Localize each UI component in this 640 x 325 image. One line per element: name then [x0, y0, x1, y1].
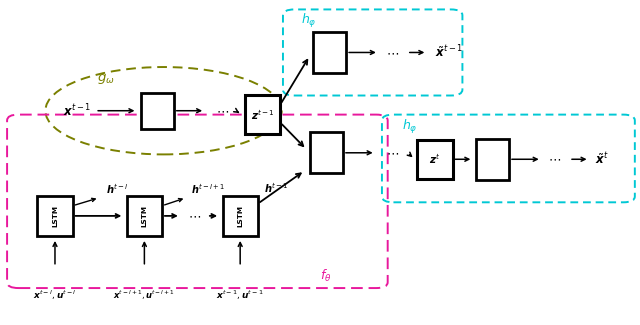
- Text: LSTM: LSTM: [52, 205, 58, 227]
- Bar: [417, 140, 452, 179]
- Text: $\boldsymbol{h}^{t-l+1}$: $\boldsymbol{h}^{t-l+1}$: [191, 182, 225, 196]
- Text: $\boldsymbol{h}^{t-l}$: $\boldsymbol{h}^{t-l}$: [106, 182, 128, 196]
- Text: $g_\omega$: $g_\omega$: [97, 72, 115, 86]
- Text: LSTM: LSTM: [141, 205, 147, 227]
- Text: $\cdots$: $\cdots$: [188, 209, 201, 222]
- Bar: [141, 93, 173, 128]
- Text: $\cdots$: $\cdots$: [386, 146, 399, 159]
- Bar: [127, 196, 162, 236]
- Bar: [310, 132, 343, 173]
- Text: $\boldsymbol{x}^{t-1}, \boldsymbol{u}^{t-1}$: $\boldsymbol{x}^{t-1}, \boldsymbol{u}^{t…: [216, 289, 264, 302]
- Bar: [476, 139, 509, 180]
- Text: $\cdots$: $\cdots$: [216, 104, 229, 117]
- Text: $\cdots$: $\cdots$: [548, 153, 561, 166]
- Text: $\tilde{\boldsymbol{x}}^{t}$: $\tilde{\boldsymbol{x}}^{t}$: [595, 151, 608, 167]
- Text: $h_\varphi$: $h_\varphi$: [301, 12, 317, 30]
- Text: $\boldsymbol{x}^{t-1}$: $\boldsymbol{x}^{t-1}$: [63, 102, 92, 119]
- Bar: [313, 32, 346, 73]
- Bar: [245, 95, 280, 134]
- Text: $\boldsymbol{x}^{t-l+1}, \boldsymbol{u}^{t-l+1}$: $\boldsymbol{x}^{t-l+1}, \boldsymbol{u}^…: [113, 289, 175, 302]
- Text: LSTM: LSTM: [237, 205, 243, 227]
- Text: $f_\theta$: $f_\theta$: [320, 268, 332, 284]
- Bar: [37, 196, 72, 236]
- Text: $\boldsymbol{z}^{t-1}$: $\boldsymbol{z}^{t-1}$: [250, 108, 275, 122]
- Text: $\boldsymbol{x}^{t-l}, \boldsymbol{u}^{t-l}$: $\boldsymbol{x}^{t-l}, \boldsymbol{u}^{t…: [33, 289, 77, 302]
- Text: $\boldsymbol{z}^{t}$: $\boldsymbol{z}^{t}$: [429, 152, 440, 166]
- Text: $\cdots$: $\cdots$: [387, 46, 399, 59]
- Text: $h_\varphi$: $h_\varphi$: [402, 118, 417, 136]
- Bar: [223, 196, 258, 236]
- Text: $\boldsymbol{h}^{t-1}$: $\boldsymbol{h}^{t-1}$: [264, 181, 289, 195]
- Text: $\tilde{\boldsymbol{x}}^{t-1}$: $\tilde{\boldsymbol{x}}^{t-1}$: [435, 44, 463, 61]
